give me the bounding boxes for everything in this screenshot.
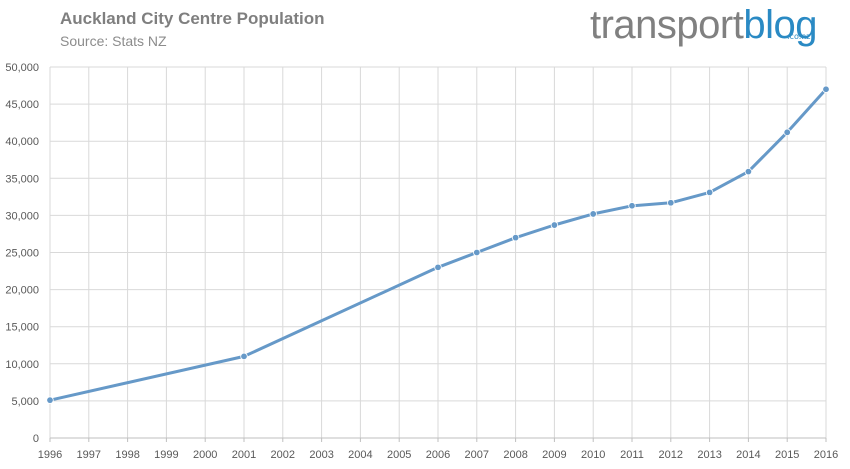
data-point-marker <box>46 396 54 404</box>
data-point-marker <box>589 210 597 218</box>
x-tick-label: 2008 <box>503 449 527 461</box>
y-tick-label: 5,000 <box>11 396 39 408</box>
x-tick-label: 1999 <box>154 449 178 461</box>
x-tick-label: 2002 <box>271 449 295 461</box>
logo-wordmark: transportblog <box>590 2 817 48</box>
x-tick-label: 2003 <box>309 449 333 461</box>
data-point-marker <box>822 85 830 93</box>
x-tick-label: 1996 <box>38 449 62 461</box>
x-tick-label: 2007 <box>465 449 489 461</box>
chart-subtitle: Source: Stats NZ <box>60 33 167 49</box>
x-tick-label: 2012 <box>659 449 683 461</box>
y-tick-label: 15,000 <box>5 322 39 334</box>
data-point-marker <box>744 167 753 176</box>
x-tick-label: 1997 <box>77 449 101 461</box>
x-tick-label: 2005 <box>387 449 411 461</box>
x-tick-label: 2013 <box>697 449 721 461</box>
y-tick-label: 0 <box>33 433 39 445</box>
y-tick-label: 20,000 <box>5 285 39 297</box>
y-tick-label: 50,000 <box>5 62 39 74</box>
logo-text-transport: transport <box>590 3 744 47</box>
logo-text-blog: blog <box>743 3 817 47</box>
y-tick-label: 25,000 <box>5 248 39 260</box>
data-point-marker <box>434 263 442 272</box>
data-point-marker <box>511 233 520 242</box>
x-tick-label: 2014 <box>736 449 760 461</box>
data-point-marker <box>705 188 714 197</box>
x-tick-label: 2006 <box>426 449 450 461</box>
x-tick-label: 2001 <box>232 449 256 461</box>
axis-layer: 0 5,000 10,000 15,000 20,000 25,000 30,000 35,0… <box>5 62 838 461</box>
x-tick-label: 2015 <box>775 449 799 461</box>
logo-domain-suffix: .co.nz <box>787 32 811 41</box>
x-tick-label: 2000 <box>193 449 217 461</box>
data-point-marker <box>473 248 481 257</box>
x-tick-label: 1998 <box>115 449 139 461</box>
y-tick-label: 45,000 <box>5 99 39 111</box>
data-point-marker <box>240 352 248 361</box>
y-tick-label: 30,000 <box>5 210 39 222</box>
transportblog-logo: transportblog .co.nz <box>590 2 835 48</box>
series-layer <box>46 85 830 404</box>
x-tick-label: 2011 <box>620 449 644 461</box>
data-point-marker <box>628 202 636 210</box>
data-point-marker <box>667 199 675 207</box>
chart-title: Auckland City Centre Population <box>60 9 325 28</box>
y-tick-label: 10,000 <box>5 359 39 371</box>
x-tick-label: 2004 <box>348 449 372 461</box>
data-point-marker <box>550 221 559 229</box>
y-tick-label: 35,000 <box>5 173 39 185</box>
grid-layer <box>49 66 827 438</box>
y-tick-label: 40,000 <box>5 136 39 148</box>
data-point-marker <box>783 128 791 136</box>
x-tick-label: 2016 <box>814 449 838 461</box>
x-tick-label: 2010 <box>581 449 605 461</box>
x-tick-label: 2009 <box>542 449 566 461</box>
